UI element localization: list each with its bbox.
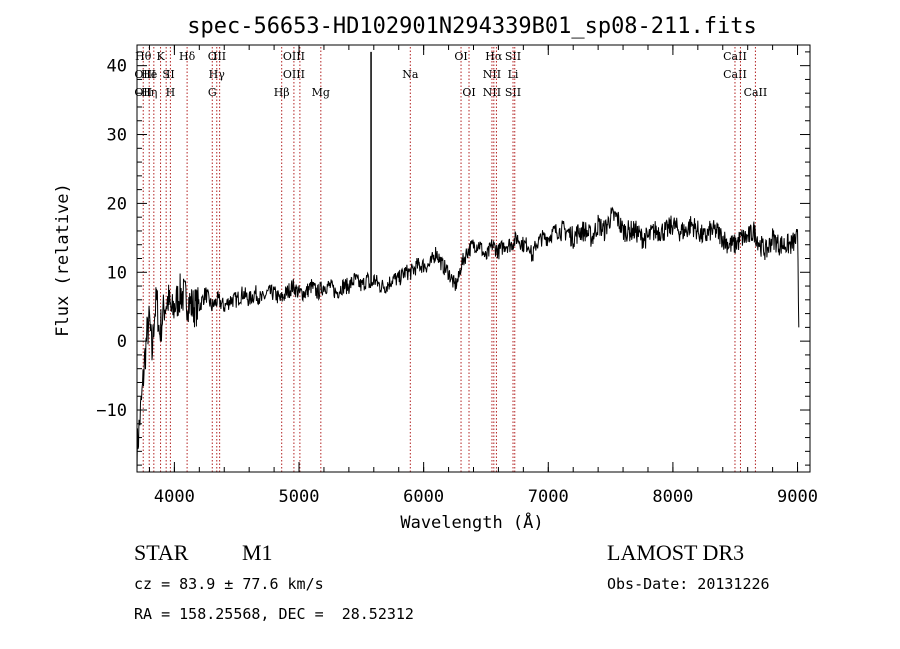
x-tick-label: 5000 [279,487,320,507]
object-class: STAR [134,540,189,565]
redshift-cz: cz = 83.9 ± 77.6 km/s [134,575,324,593]
emission-line-label: He [141,68,157,81]
emission-line-label: Na [402,68,419,81]
emission-line-label: O [208,50,217,63]
emission-line-label: Hδ [179,50,196,63]
x-tick-label: 4000 [154,487,195,507]
emission-line-label: OIII [283,68,305,81]
emission-line-label: OII [134,68,152,81]
emission-line-label: S [162,68,170,81]
y-tick-label: 0 [117,332,127,352]
y-tick-label: 10 [107,263,127,283]
emission-line-label: Hβ [274,86,290,99]
emission-line-label: OIII [283,50,305,63]
emission-line-label: Hη [141,86,157,99]
emission-line-label: Hα [485,50,503,63]
emission-line-label: Hγ [209,68,226,81]
x-axis: 4000 5000 6000 7000 8000 9000 [148,45,818,507]
emission-line-label: H [166,86,176,99]
emission-line-label: OI [462,86,475,99]
x-tick-label: 9000 [777,487,818,507]
plot-frame [136,44,811,473]
emission-line-label: OII [134,86,152,99]
emission-line-label: I [152,68,156,81]
y-axis: −10 0 10 20 30 40 [96,51,810,466]
x-tick-label: 8000 [652,487,693,507]
emission-line-label: Hθ [135,50,152,63]
emission-line-label: CaII [723,50,747,63]
emission-line-label: CaII [744,86,768,99]
emission-line-label: CaII [723,68,747,81]
emission-line-label: III [213,50,226,63]
emission-line-label: Li [508,68,519,81]
y-tick-label: 20 [107,194,127,214]
y-tick-label: −10 [96,401,127,421]
x-tick-label: 7000 [528,487,569,507]
spectrum-series [136,51,800,473]
y-tick-label: 30 [107,126,127,146]
chart-title: spec-56653-HD102901N294339B01_sp08-211.f… [187,14,757,39]
x-tick-label: 6000 [403,487,444,507]
emission-line-label: SII [505,50,521,63]
emission-line-label: NII [483,86,501,99]
spectrum-line [136,206,800,473]
x-axis-label: Wavelength (Å) [400,511,543,533]
observation-date: Obs-Date: 20131226 [607,575,770,593]
y-axis-label: Flux (relative) [53,183,73,337]
emission-line-label: G [208,86,217,99]
emission-line-label: OI [454,50,467,63]
emission-line-label: II [166,68,175,81]
object-subclass: M1 [242,540,273,565]
coordinates: RA = 158.25568, DEC = 28.52312 [134,605,414,623]
emission-line-label: NII [483,68,501,81]
y-tick-label: 40 [107,57,127,77]
survey-name: LAMOST DR3 [607,540,745,565]
emission-line-label: Mg [312,86,330,99]
emission-line-label: SII [505,86,521,99]
emission-line-label: K [156,50,165,63]
